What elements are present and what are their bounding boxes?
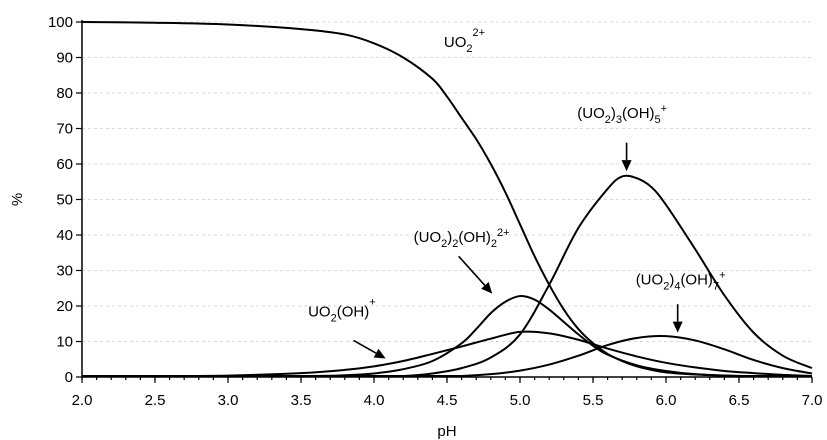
x-axis-title: pH <box>437 423 456 440</box>
annotation-ann-uo23oh5: (UO2)3(OH)5+ <box>577 103 667 126</box>
y-tick-label-2: 20 <box>56 298 73 315</box>
arrow-head-4 <box>373 348 386 359</box>
y-tick-label-8: 80 <box>56 85 73 102</box>
x-tick-label-2: 3.0 <box>218 392 239 409</box>
arrow-head-1 <box>621 160 632 172</box>
series-line-s-uo2oh <box>81 330 813 378</box>
annotation-ann-uo22oh2: (UO2)2(OH)22+ <box>414 227 510 250</box>
arrow-line-4 <box>353 339 377 354</box>
annotation-ann-uo24oh7: (UO2)4(OH)7+ <box>636 270 726 293</box>
series-line-s-uo22oh2 <box>81 295 813 378</box>
grid-lines <box>82 21 812 342</box>
annotations: UO22+ (UO2)3(OH)5+ (UO2)2(OH)22+ (UO2)4(OH)… <box>308 27 726 359</box>
series-lines <box>81 21 813 378</box>
x-tick-label-5: 4.5 <box>437 392 458 409</box>
arrow-head-3 <box>672 321 683 333</box>
x-tick-label-6: 5.0 <box>510 392 531 409</box>
series-line-s-uo24oh7 <box>81 335 813 378</box>
x-tick-label-4: 4.0 <box>364 392 385 409</box>
x-tick-label-7: 5.5 <box>583 392 604 409</box>
y-tick-label-0: 0 <box>65 369 73 386</box>
annotation-ann-uo2oh: UO2(OH)+ <box>308 297 376 325</box>
x-tick-label-3: 3.5 <box>291 392 312 409</box>
y-tick-label-9: 90 <box>56 50 73 67</box>
x-tick-label-9: 6.5 <box>729 392 750 409</box>
y-tick-label-7: 70 <box>56 121 73 138</box>
annotation-ann-uo2: UO22+ <box>444 27 485 55</box>
x-tick-label-1: 2.5 <box>145 392 166 409</box>
y-tick-label-1: 10 <box>56 334 73 351</box>
y-tick-label-10: 100 <box>48 14 73 31</box>
y-tick-label-3: 30 <box>56 263 73 280</box>
y-tick-label-5: 50 <box>56 192 73 209</box>
y-tick-label-6: 60 <box>56 156 73 173</box>
arrow-head-2 <box>481 282 493 294</box>
x-tick-label-0: 2.0 <box>72 392 93 409</box>
axes: 0 10 20 30 40 50 60 70 80 90 100 2.0 2.5 3.0 3.5 4.0 4.5… <box>48 14 822 409</box>
arrow-line-2 <box>458 255 486 286</box>
y-axis-title: % <box>9 193 26 206</box>
y-tick-label-4: 40 <box>56 227 73 244</box>
series-line-s-uo2 <box>81 21 812 378</box>
x-tick-label-10: 7.0 <box>802 392 823 409</box>
x-tick-label-8: 6.0 <box>656 392 677 409</box>
